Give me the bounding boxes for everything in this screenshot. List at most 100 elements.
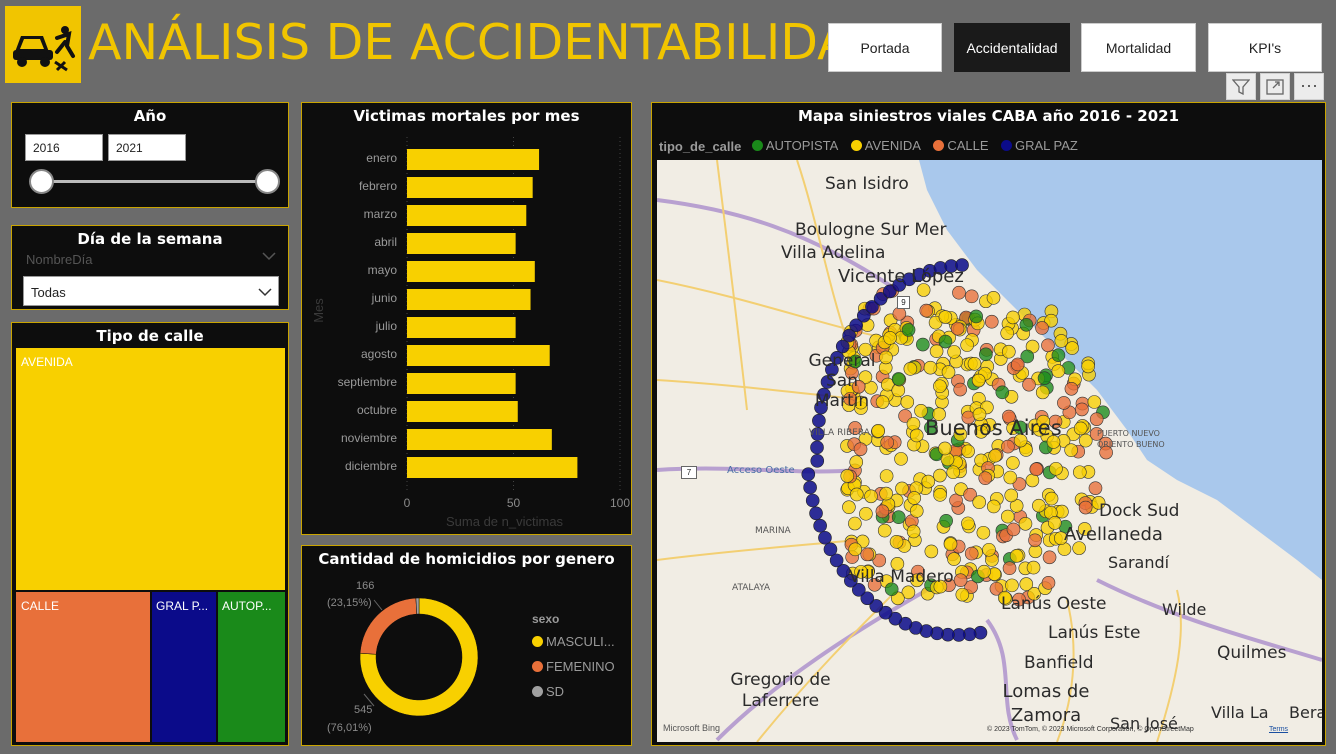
map-point [1018, 516, 1033, 531]
legend-dot [933, 140, 945, 151]
map-point [895, 481, 909, 496]
map-point [938, 441, 952, 456]
map-point [882, 284, 897, 299]
legend-label: AVENIDA [864, 138, 921, 153]
legend-item[interactable]: CALLE [933, 138, 989, 153]
map-point [835, 339, 850, 354]
legend-dot [532, 686, 543, 697]
map-point [894, 452, 908, 466]
map-place-label: San Isidro [825, 174, 909, 194]
map-place-label: Acceso Oeste [727, 465, 795, 476]
donut-label-masculino-pct: (76,01%) [327, 722, 372, 734]
map-point [982, 542, 996, 557]
map-point [907, 491, 922, 505]
legend-item[interactable]: FEMENINO [532, 659, 615, 674]
map-point [1035, 321, 1049, 335]
donut-slice-2 [415, 597, 420, 615]
river-water [919, 160, 1322, 580]
nav-accidentalidad-button[interactable]: Accidentalidad [954, 23, 1070, 72]
legend-label: CALLE [947, 138, 989, 153]
map-point [889, 535, 904, 549]
map-point [952, 285, 966, 300]
map-point [849, 318, 863, 333]
map-point [960, 338, 974, 352]
year-to-input[interactable]: 2021 [108, 134, 186, 161]
road-highway [1096, 578, 1322, 662]
map-point [972, 407, 987, 422]
legend-item[interactable]: MASCULI... [532, 634, 615, 649]
map-point [854, 565, 868, 579]
year-from-input[interactable]: 2016 [25, 134, 103, 161]
legend-label: SD [546, 684, 565, 699]
map-place-label: Lanús Oeste [1001, 594, 1107, 614]
x-tick-label: 50 [507, 496, 521, 510]
map-point [971, 373, 986, 388]
year-slider-handle-min[interactable] [29, 169, 54, 194]
map-point [924, 420, 938, 435]
map-point [900, 395, 915, 409]
map-point [877, 523, 892, 538]
map-point [1046, 435, 1061, 449]
legend-item[interactable]: GRAL PAZ [1000, 138, 1078, 153]
map-point [961, 516, 975, 531]
map-point [844, 573, 858, 588]
map-point [955, 587, 970, 602]
map-point [953, 427, 968, 442]
map-point [1088, 481, 1103, 495]
gender-chart-title: Cantidad de homicidios por genero [318, 550, 615, 568]
chevron-down-icon [262, 250, 276, 264]
map-point [1002, 344, 1016, 359]
map-point [820, 375, 835, 389]
map-point [892, 306, 907, 321]
map-point [880, 435, 894, 450]
map-terms-link[interactable]: Terms [1269, 726, 1289, 733]
treemap-label: CALLE [21, 599, 60, 613]
treemap-tile-calle[interactable]: CALLE [16, 592, 150, 742]
map-place-label: Villa Madero [849, 567, 954, 587]
legend-item[interactable]: AVENIDA [850, 138, 921, 153]
map-point [976, 525, 991, 540]
map-point [848, 516, 862, 531]
legend-item[interactable]: AUTOPISTA [751, 138, 838, 153]
map-point [988, 448, 1002, 463]
map-place-label: Bera [1289, 703, 1322, 722]
filter-icon[interactable] [1226, 73, 1256, 100]
bar-septiembre [407, 373, 516, 394]
map-point [1051, 348, 1066, 362]
map-point [933, 379, 947, 394]
more-options-button[interactable]: ⋯ [1294, 73, 1324, 100]
map-point [842, 328, 856, 343]
map-point [1089, 427, 1104, 441]
road-highway [985, 618, 1019, 741]
x-axis-label: Suma de n_victimas [446, 514, 564, 529]
map-point [810, 440, 824, 455]
treemap-tile-autopista[interactable]: AUTOP... [218, 592, 285, 742]
road-highway [657, 198, 899, 292]
map-place-label: Dock Sud [1099, 501, 1180, 521]
bar-agosto [407, 345, 550, 366]
year-slider-handle-max[interactable] [255, 169, 280, 194]
map-point [1032, 498, 1046, 513]
treemap-tile-gral-paz[interactable]: GRAL P... [152, 592, 216, 742]
map-point [1054, 334, 1069, 348]
nav-kpis-button[interactable]: KPI's [1208, 23, 1322, 72]
map-point [1041, 576, 1056, 590]
nav-portada-button[interactable]: Portada [828, 23, 942, 72]
bar-category-label: marzo [364, 207, 398, 221]
nav-mortalidad-button[interactable]: Mortalidad [1081, 23, 1196, 72]
map-point [873, 291, 888, 306]
road-main [1056, 599, 1075, 742]
map-point [1051, 364, 1066, 378]
treemap-tile-avenida[interactable]: AVENIDA [16, 348, 285, 590]
focus-mode-icon[interactable] [1260, 73, 1290, 100]
day-dropdown[interactable]: Todas [23, 276, 279, 306]
legend-item[interactable]: SD [532, 684, 615, 699]
treemap-label: GRAL P... [156, 599, 209, 613]
road-main [716, 160, 748, 411]
road-shield-icon: 9 [897, 296, 910, 309]
map-canvas[interactable]: San Isidro Boulogne Sur Mer Villa Adelin… [657, 160, 1322, 742]
map-point [1077, 522, 1092, 536]
year-slider-track[interactable] [42, 180, 268, 183]
map-point [1022, 377, 1036, 392]
legend-label: GRAL PAZ [1014, 138, 1078, 153]
